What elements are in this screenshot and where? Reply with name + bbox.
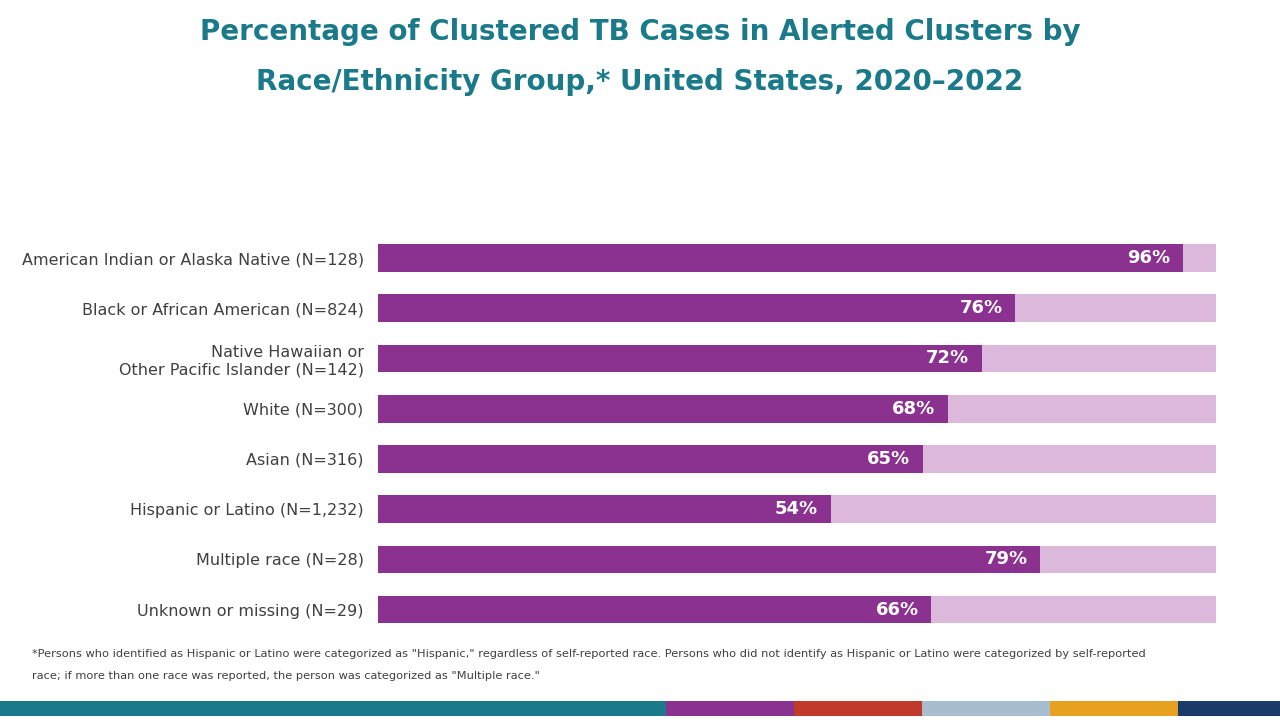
Bar bbox=[378, 595, 932, 624]
Bar bbox=[378, 244, 1216, 272]
Text: 76%: 76% bbox=[960, 300, 1002, 318]
Bar bbox=[378, 546, 1216, 573]
Bar bbox=[378, 345, 982, 372]
Text: Race/Ethnicity Group,* United States, 2020–2022: Race/Ethnicity Group,* United States, 20… bbox=[256, 68, 1024, 96]
Text: 96%: 96% bbox=[1128, 249, 1170, 267]
Bar bbox=[378, 244, 1183, 272]
Bar bbox=[378, 345, 1216, 372]
Bar bbox=[378, 294, 1216, 322]
Text: 65%: 65% bbox=[867, 450, 910, 468]
Text: 68%: 68% bbox=[892, 400, 936, 418]
Text: 72%: 72% bbox=[925, 349, 969, 367]
Bar bbox=[378, 495, 1216, 523]
Bar bbox=[378, 395, 948, 423]
Text: Percentage of Clustered TB Cases in Alerted Clusters by: Percentage of Clustered TB Cases in Aler… bbox=[200, 18, 1080, 46]
Bar bbox=[378, 546, 1041, 573]
Text: 66%: 66% bbox=[876, 600, 919, 618]
Bar bbox=[378, 445, 1216, 473]
Bar bbox=[378, 395, 1216, 423]
Bar bbox=[378, 294, 1015, 322]
Text: race; if more than one race was reported, the person was categorized as "Multipl: race; if more than one race was reported… bbox=[32, 671, 540, 681]
Bar bbox=[378, 495, 831, 523]
Bar bbox=[378, 595, 1216, 624]
Text: 79%: 79% bbox=[984, 550, 1028, 568]
Text: *Persons who identified as Hispanic or Latino were categorized as "Hispanic," re: *Persons who identified as Hispanic or L… bbox=[32, 649, 1146, 660]
Bar bbox=[378, 445, 923, 473]
Text: 54%: 54% bbox=[774, 500, 818, 518]
